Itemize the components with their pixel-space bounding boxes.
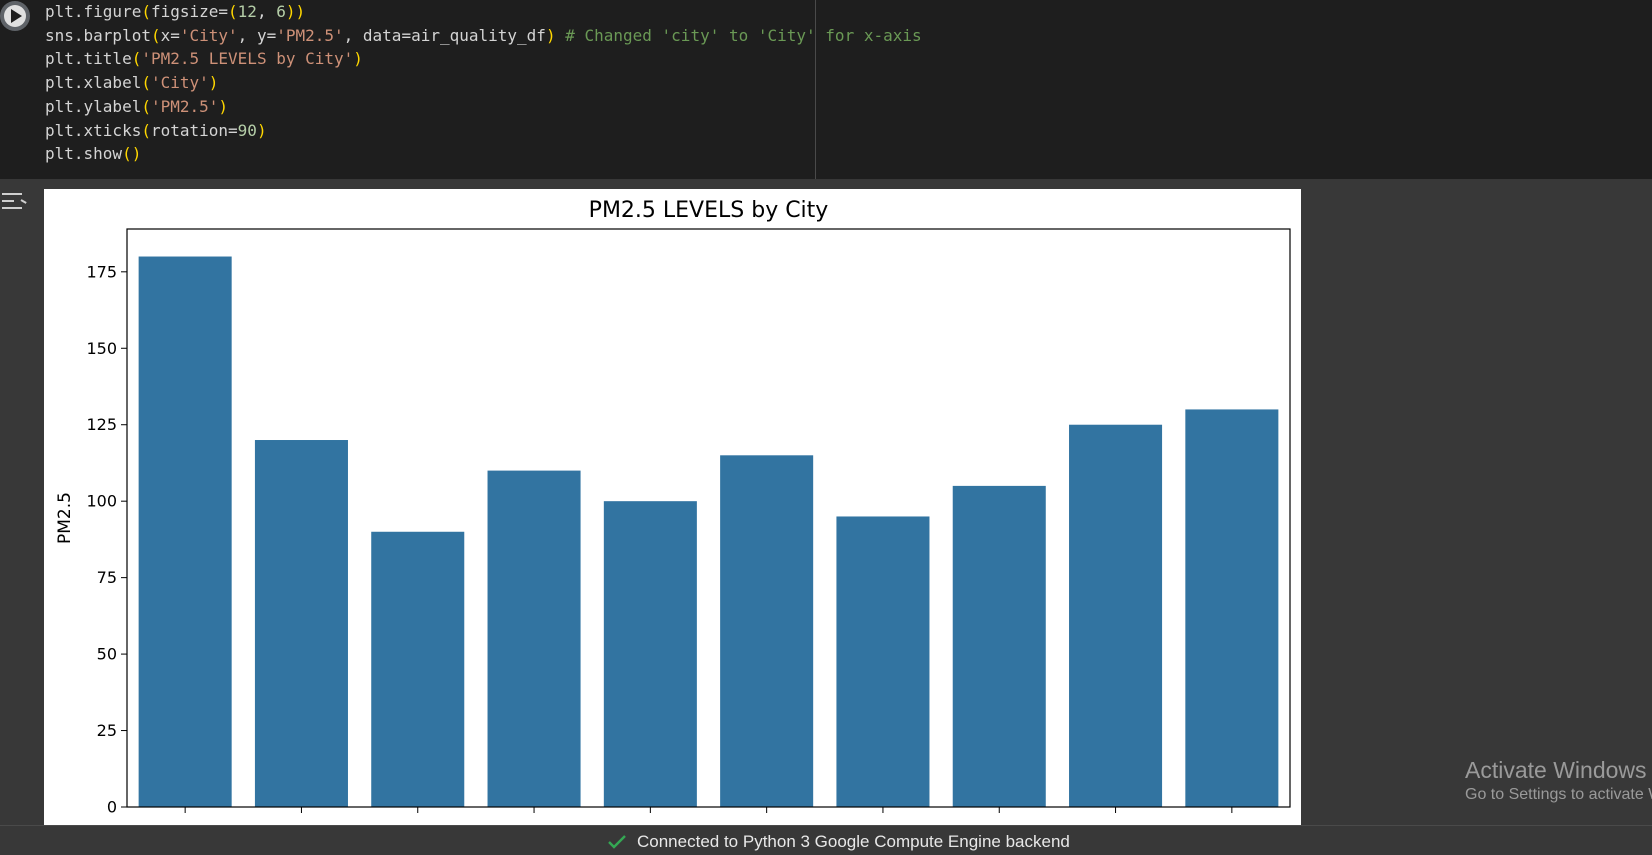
y-tick-label: 75 — [97, 568, 117, 587]
code-token: ( — [228, 2, 238, 21]
code-cell[interactable]: plt.figure(figsize=(12, 6)) sns.barplot(x… — [0, 0, 1652, 179]
code-token: plt.ylabel — [45, 97, 141, 116]
code-token: 6 — [276, 2, 286, 21]
y-tick-label: 25 — [97, 721, 117, 740]
y-axis-label: PM2.5 — [55, 492, 75, 544]
bar-chart: PM2.5 LEVELS by City 0 25 50 75 100 125 150 175 P… — [44, 189, 1301, 825]
code-line: plt.title('PM2.5 LEVELS by City') — [45, 47, 922, 71]
code-token: 12 — [238, 2, 257, 21]
watermark-title: Activate Windows — [1465, 756, 1652, 784]
code-line: plt.figure(figsize=(12, 6)) — [45, 0, 922, 24]
status-text: Connected to Python 3 Google Compute Eng… — [637, 832, 1070, 851]
y-tick-label: 50 — [97, 645, 117, 664]
code-token: ( — [141, 97, 151, 116]
code-editor[interactable]: plt.figure(figsize=(12, 6)) sns.barplot(x… — [45, 0, 922, 166]
y-tick-label: 100 — [86, 492, 117, 511]
code-token: 'PM2.5' — [276, 26, 343, 45]
bar — [139, 257, 232, 807]
code-token: () — [122, 144, 141, 163]
code-line: plt.ylabel('PM2.5') — [45, 95, 922, 119]
code-token: x= — [161, 26, 180, 45]
code-token: ) — [257, 121, 267, 140]
code-token: ( — [151, 26, 161, 45]
code-token: ( — [141, 2, 151, 21]
bar — [1185, 409, 1278, 807]
code-token: ) — [546, 26, 556, 45]
output-toggle-icon[interactable] — [2, 190, 26, 212]
code-token: 'City' — [151, 73, 209, 92]
code-token: ( — [132, 49, 142, 68]
check-icon — [607, 834, 627, 850]
code-token: sns.barplot — [45, 26, 151, 45]
chart-output: PM2.5 LEVELS by City 0 25 50 75 100 125 150 175 P… — [44, 189, 1301, 825]
code-token: , data=air_quality_df — [344, 26, 546, 45]
code-token: , y= — [238, 26, 277, 45]
code-line: sns.barplot(x='City', y='PM2.5', data=ai… — [45, 24, 922, 48]
code-token: rotation= — [151, 121, 238, 140]
code-token: ) — [209, 73, 219, 92]
bar — [953, 486, 1046, 807]
bar — [604, 501, 697, 807]
code-token: 'PM2.5' — [151, 97, 218, 116]
run-cell-button[interactable] — [0, 1, 30, 31]
code-token: 90 — [238, 121, 257, 140]
activate-windows-watermark: Activate Windows Go to Settings to activ… — [1465, 756, 1652, 806]
bar — [255, 440, 348, 807]
code-token: 'City' — [180, 26, 238, 45]
code-token: plt.show — [45, 144, 122, 163]
bar — [836, 516, 929, 807]
code-line: plt.xticks(rotation=90) — [45, 119, 922, 143]
code-token: plt.xlabel — [45, 73, 141, 92]
code-token: )) — [286, 2, 305, 21]
code-token: ( — [141, 73, 151, 92]
play-icon — [4, 5, 26, 27]
watermark-subtitle: Go to Settings to activate Windows. — [1465, 784, 1652, 806]
code-token: plt.xticks — [45, 121, 141, 140]
code-token: figsize= — [151, 2, 228, 21]
code-token: plt.figure — [45, 2, 141, 21]
bar — [488, 471, 581, 807]
y-tick-label: 125 — [86, 415, 117, 434]
code-line: plt.show() — [45, 142, 922, 166]
y-tick-label: 175 — [86, 262, 117, 281]
bar — [720, 455, 813, 807]
code-token: ( — [141, 121, 151, 140]
code-token: , — [257, 2, 276, 21]
code-token: # Changed 'city' to 'City' for x-axis — [556, 26, 922, 45]
status-bar: Connected to Python 3 Google Compute Eng… — [0, 825, 1652, 855]
bar — [1069, 425, 1162, 807]
code-token: ) — [353, 49, 363, 68]
code-token: plt.title — [45, 49, 132, 68]
bar — [371, 532, 464, 807]
code-token: 'PM2.5 LEVELS by City' — [141, 49, 353, 68]
y-tick-label: 150 — [86, 339, 117, 358]
code-token: ) — [218, 97, 228, 116]
chart-title: PM2.5 LEVELS by City — [589, 198, 829, 223]
line-length-ruler — [815, 0, 816, 179]
y-tick-label: 0 — [107, 798, 117, 817]
code-line: plt.xlabel('City') — [45, 71, 922, 95]
